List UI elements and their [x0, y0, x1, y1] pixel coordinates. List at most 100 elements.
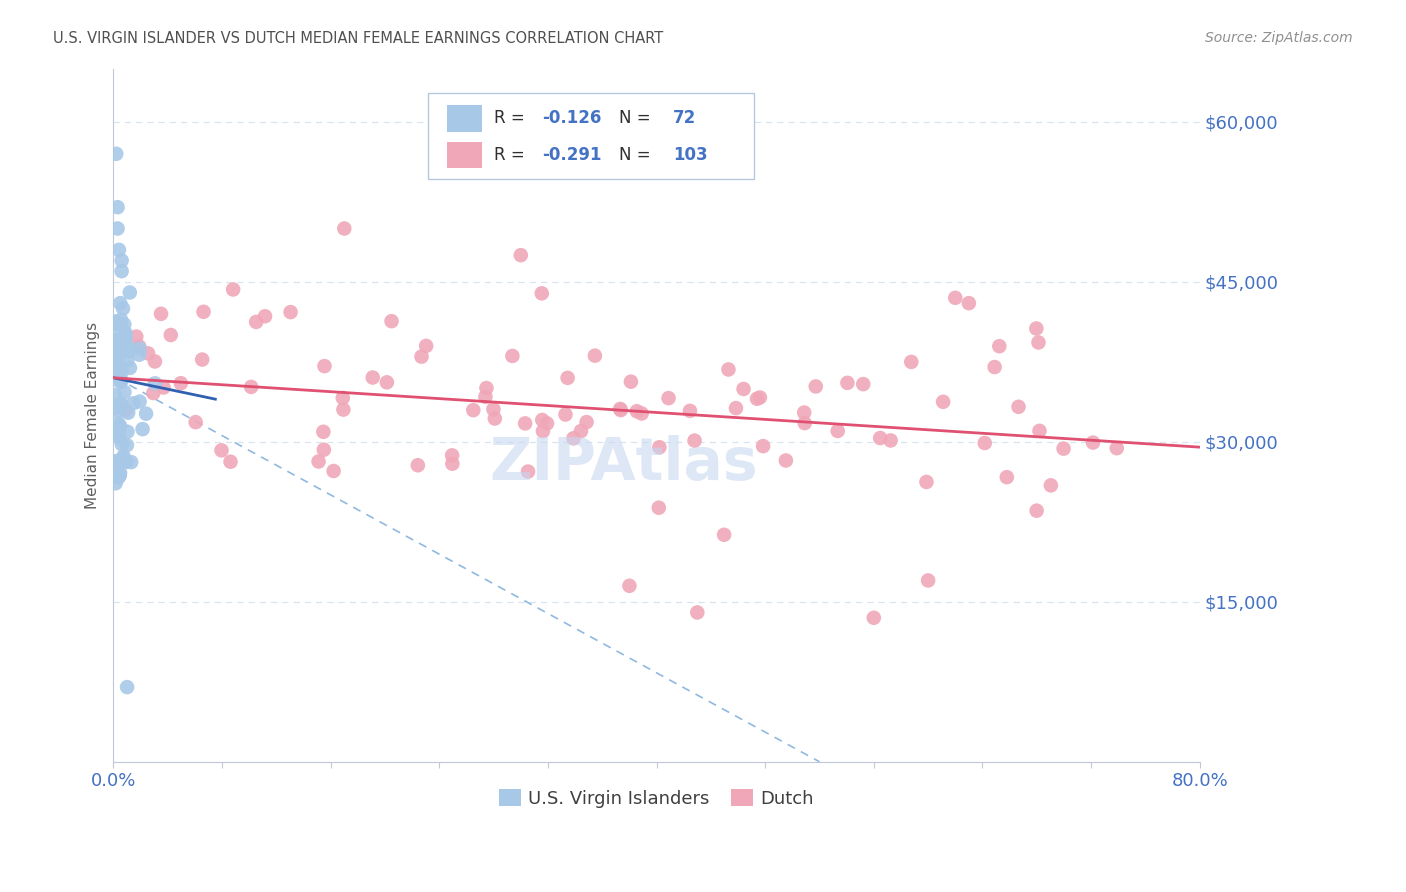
Point	[380, 314, 402, 328]
Point	[308, 454, 330, 468]
Point	[240, 380, 263, 394]
Point	[211, 443, 233, 458]
Point	[114, 339, 136, 353]
Point	[193, 305, 215, 319]
Point	[108, 468, 131, 483]
Point	[683, 434, 706, 448]
Point	[995, 470, 1018, 484]
Text: 72: 72	[673, 110, 696, 128]
Point	[117, 425, 139, 439]
Point	[105, 454, 128, 468]
Point	[361, 370, 384, 384]
Point	[107, 200, 129, 214]
Point	[118, 360, 141, 375]
Point	[648, 500, 671, 515]
Point	[191, 352, 214, 367]
Point	[1028, 335, 1050, 350]
Point	[111, 301, 134, 316]
Point	[1105, 441, 1128, 455]
Point	[143, 354, 166, 368]
Point	[482, 402, 505, 417]
Point	[463, 403, 485, 417]
Point	[112, 385, 135, 400]
Point	[104, 456, 127, 470]
Point	[104, 399, 127, 413]
Point	[686, 606, 709, 620]
Point	[110, 397, 132, 411]
Point	[105, 333, 128, 347]
Point	[1028, 424, 1050, 438]
Point	[104, 341, 127, 355]
Point	[536, 417, 558, 431]
Point	[110, 399, 132, 413]
Point	[105, 146, 128, 161]
Point	[105, 365, 128, 379]
Point	[108, 375, 131, 389]
Point	[108, 336, 131, 351]
Point	[957, 296, 980, 310]
Text: N =: N =	[619, 110, 655, 128]
Point	[107, 425, 129, 439]
Point	[332, 391, 354, 405]
Point	[115, 403, 138, 417]
Point	[150, 307, 173, 321]
Point	[128, 394, 150, 409]
Point	[112, 449, 135, 463]
Point	[108, 399, 131, 413]
Point	[983, 359, 1005, 374]
Point	[862, 611, 884, 625]
Point	[713, 528, 735, 542]
Point	[804, 379, 827, 393]
Point	[104, 314, 127, 328]
Point	[107, 404, 129, 418]
Point	[115, 680, 138, 694]
Bar	[447, 142, 482, 169]
Point	[900, 355, 922, 369]
Point	[219, 455, 242, 469]
Point	[170, 376, 193, 391]
Point	[411, 350, 433, 364]
Point	[312, 425, 335, 439]
Point	[509, 248, 531, 262]
Point	[111, 437, 134, 451]
Point	[752, 439, 775, 453]
Point	[837, 376, 859, 390]
Point	[610, 403, 633, 417]
Point	[136, 346, 159, 360]
Point	[245, 315, 267, 329]
Point	[184, 415, 207, 429]
Point	[128, 348, 150, 362]
Point	[332, 402, 354, 417]
Point	[107, 417, 129, 431]
Point	[110, 362, 132, 376]
Point	[484, 411, 506, 425]
Point	[115, 438, 138, 452]
Point	[557, 371, 579, 385]
Point	[105, 401, 128, 415]
Point	[142, 386, 165, 401]
Point	[745, 392, 768, 406]
Point	[107, 221, 129, 235]
Point	[562, 431, 585, 445]
Text: 103: 103	[673, 146, 707, 164]
Point	[120, 455, 142, 469]
Point	[1025, 321, 1047, 335]
Point	[793, 416, 815, 430]
Point	[406, 458, 429, 473]
Point	[104, 388, 127, 402]
Text: R =: R =	[494, 110, 530, 128]
Point	[222, 283, 245, 297]
Point	[474, 390, 496, 404]
Point	[280, 305, 302, 319]
Legend: U.S. Virgin Islanders, Dutch: U.S. Virgin Islanders, Dutch	[492, 782, 821, 815]
Point	[114, 328, 136, 343]
Point	[852, 377, 875, 392]
Point	[441, 448, 464, 462]
Point	[125, 329, 148, 343]
Point	[152, 380, 174, 394]
Point	[112, 318, 135, 332]
Point	[159, 328, 181, 343]
Point	[475, 381, 498, 395]
Point	[135, 407, 157, 421]
Point	[115, 334, 138, 348]
